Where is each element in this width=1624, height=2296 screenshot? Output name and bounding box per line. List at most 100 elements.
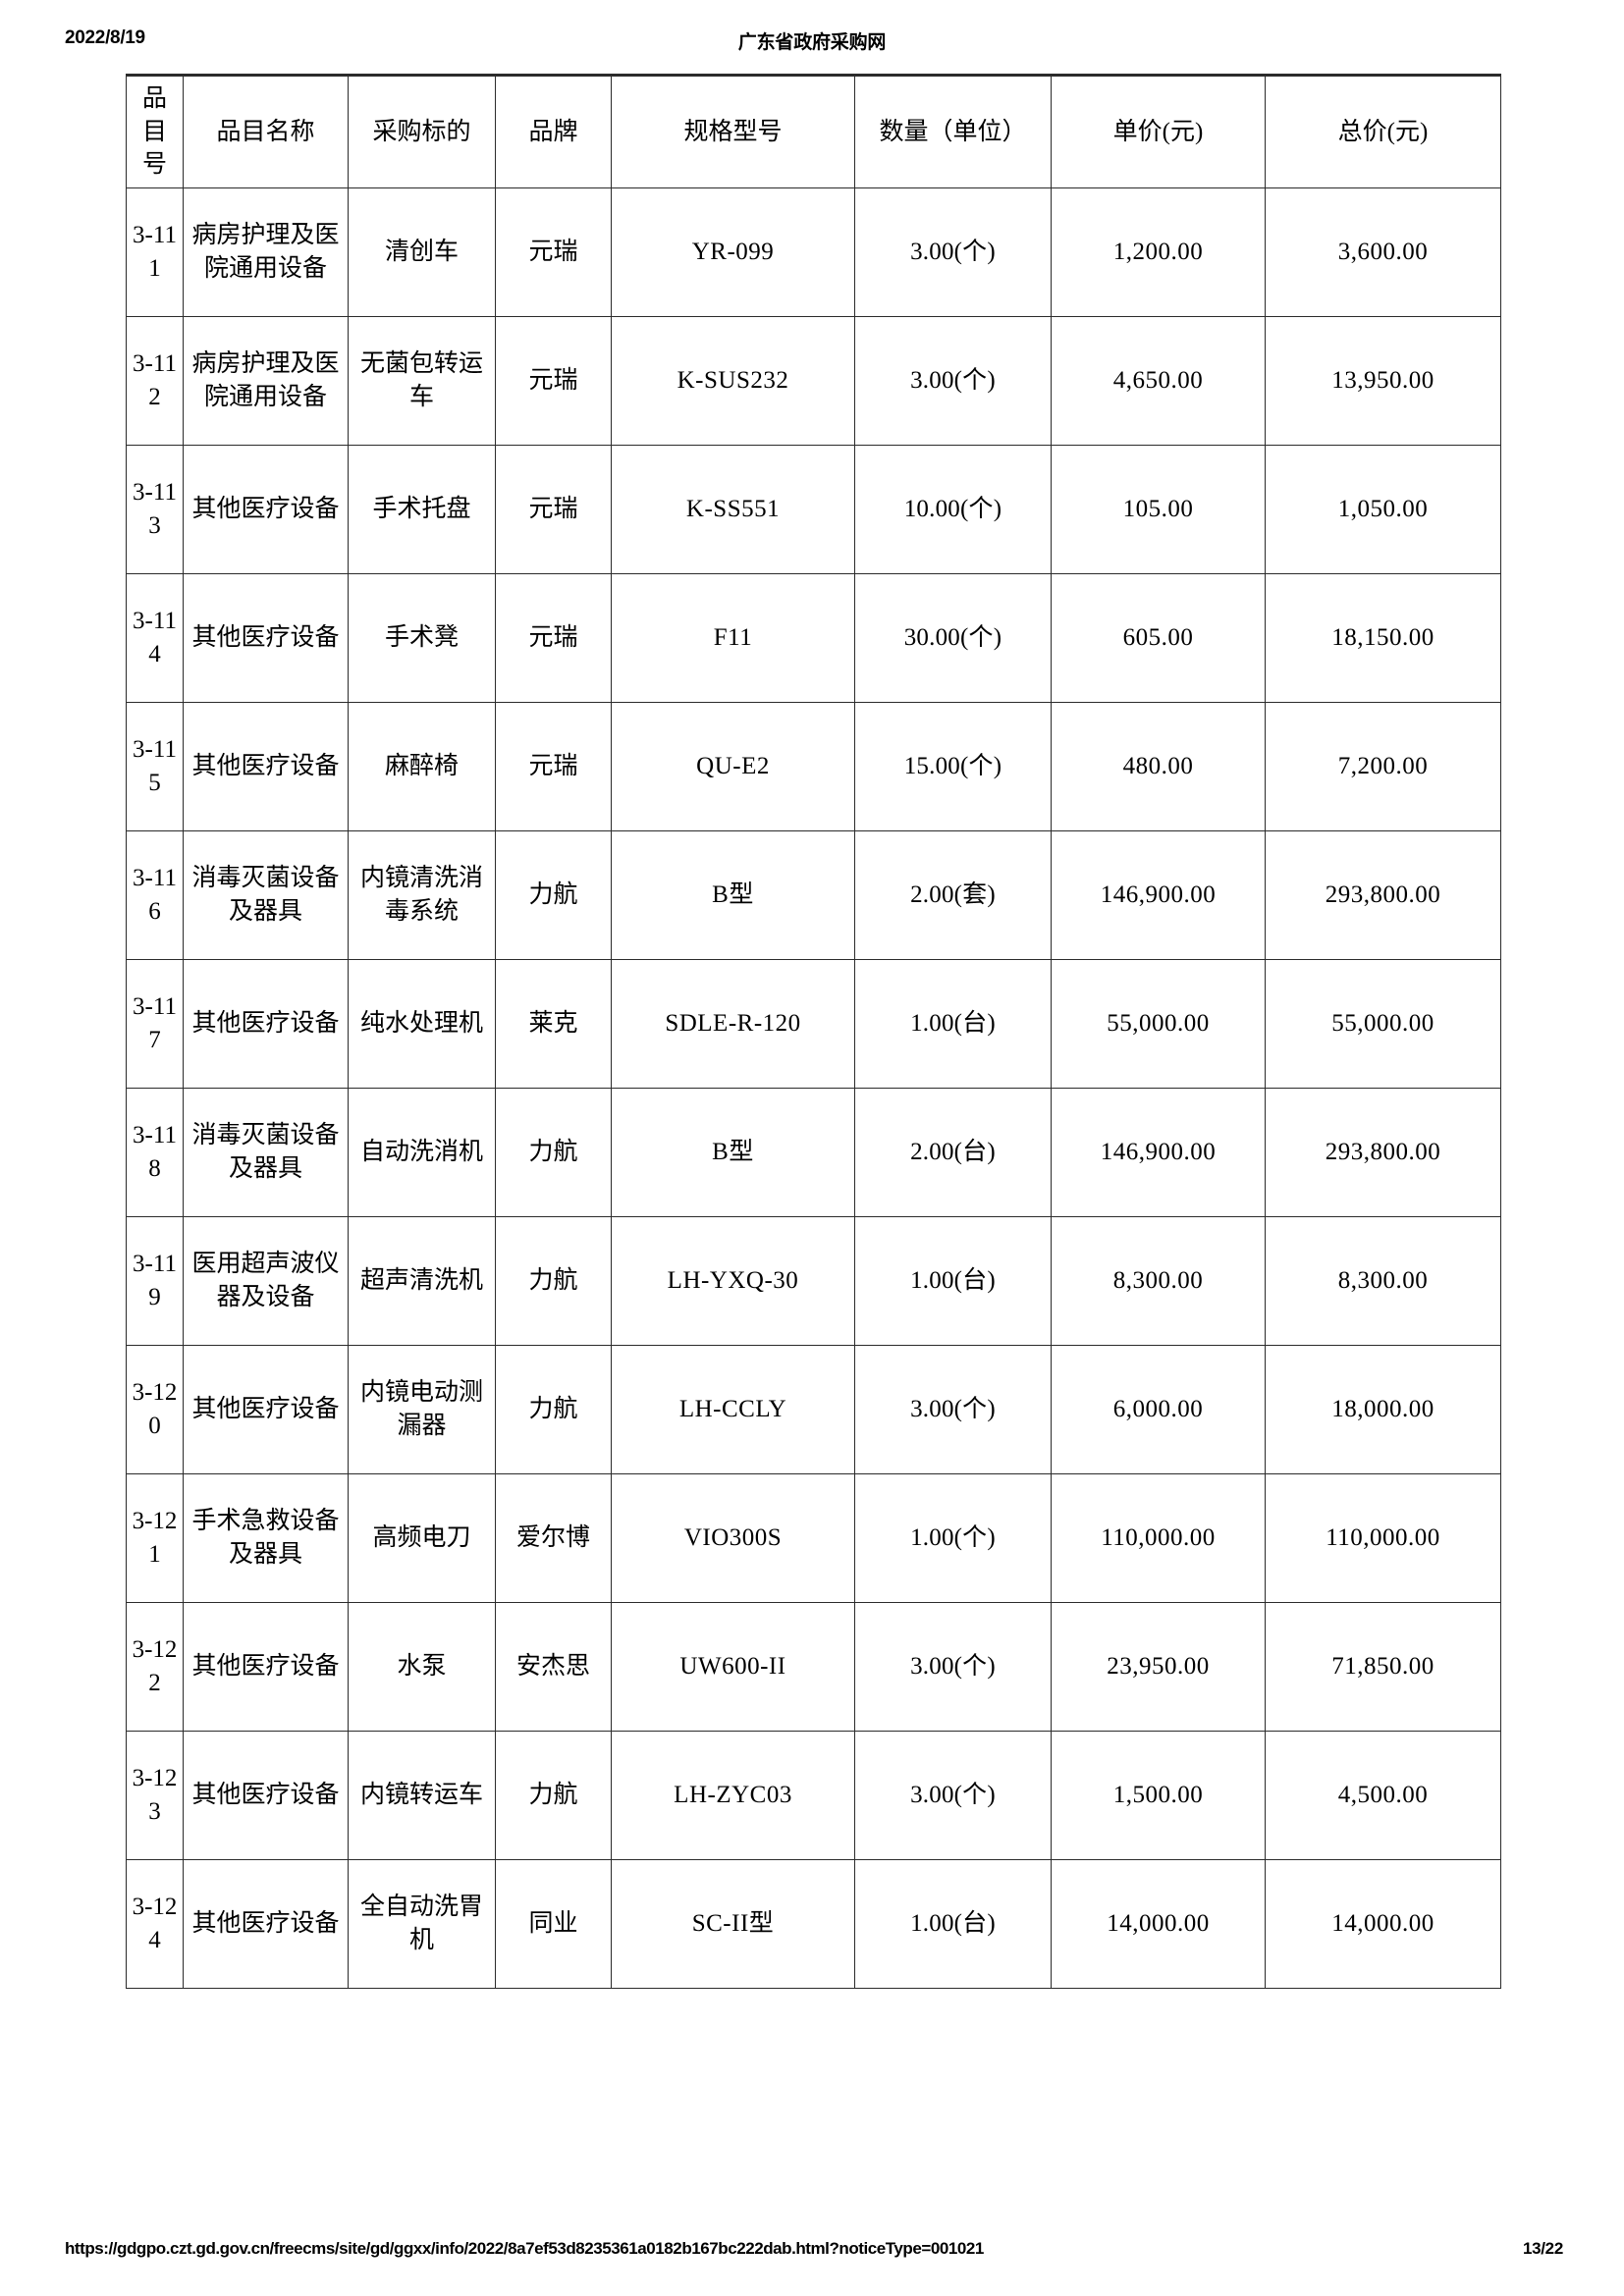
cell-unit-price: 4,650.00 (1051, 315, 1266, 446)
procurement-items-table: 品目号 品目名称 采购标的 品牌 规格型号 数量（单位） 单价(元) 总价(元)… (126, 74, 1501, 1989)
cell-quantity: 1.00(个) (854, 1472, 1052, 1603)
cell-model: B型 (611, 829, 855, 960)
cell-model: F11 (611, 572, 855, 703)
cell-total-price: 18,150.00 (1265, 572, 1501, 703)
cell-target: 全自动洗胃机 (348, 1858, 496, 1989)
cell-target: 超声清洗机 (348, 1215, 496, 1346)
cell-brand: 元瑞 (495, 315, 612, 446)
cell-brand: 力航 (495, 1730, 612, 1860)
print-date: 2022/8/19 (65, 27, 145, 48)
cell-target: 手术托盘 (348, 444, 496, 574)
cell-quantity: 3.00(个) (854, 1730, 1052, 1860)
column-header-total: 总价(元) (1265, 74, 1501, 188)
table-row: 3-118 消毒灭菌设备及器具 自动洗消机 力航 B型 2.00(台) 146,… (126, 1087, 1501, 1217)
cell-item-no: 3-115 (126, 701, 184, 831)
cell-item-no: 3-111 (126, 187, 184, 317)
cell-brand: 莱克 (495, 958, 612, 1089)
cell-item-no: 3-119 (126, 1215, 184, 1346)
cell-category: 其他医疗设备 (183, 444, 349, 574)
table-row: 3-123 其他医疗设备 内镜转运车 力航 LH-ZYC03 3.00(个) 1… (126, 1730, 1501, 1860)
cell-brand: 元瑞 (495, 187, 612, 317)
cell-total-price: 293,800.00 (1265, 1087, 1501, 1217)
cell-category: 消毒灭菌设备及器具 (183, 829, 349, 960)
cell-unit-price: 105.00 (1051, 444, 1266, 574)
site-title: 广东省政府采购网 (737, 32, 887, 53)
cell-target: 麻醉椅 (348, 701, 496, 831)
cell-category: 其他医疗设备 (183, 1601, 349, 1732)
cell-target: 内镜电动测漏器 (348, 1344, 496, 1474)
cell-total-price: 55,000.00 (1265, 958, 1501, 1089)
cell-quantity: 2.00(套) (854, 829, 1052, 960)
cell-quantity: 3.00(个) (854, 1601, 1052, 1732)
cell-unit-price: 23,950.00 (1051, 1601, 1266, 1732)
column-header-target: 采购标的 (348, 74, 496, 188)
cell-brand: 力航 (495, 1215, 612, 1346)
cell-total-price: 13,950.00 (1265, 315, 1501, 446)
cell-category: 医用超声波仪器及设备 (183, 1215, 349, 1346)
cell-target: 内镜转运车 (348, 1730, 496, 1860)
source-url: https://gdgpo.czt.gd.gov.cn/freecms/site… (65, 2239, 984, 2258)
cell-target: 清创车 (348, 187, 496, 317)
cell-item-no: 3-120 (126, 1344, 184, 1474)
cell-total-price: 18,000.00 (1265, 1344, 1501, 1474)
table-header-row: 品目号 品目名称 采购标的 品牌 规格型号 数量（单位） 单价(元) 总价(元) (126, 74, 1501, 188)
cell-quantity: 3.00(个) (854, 187, 1052, 317)
cell-quantity: 3.00(个) (854, 1344, 1052, 1474)
cell-unit-price: 146,900.00 (1051, 1087, 1266, 1217)
cell-category: 病房护理及医院通用设备 (183, 315, 349, 446)
column-header-quantity: 数量（单位） (854, 74, 1052, 188)
cell-model: LH-ZYC03 (611, 1730, 855, 1860)
cell-model: SDLE-R-120 (611, 958, 855, 1089)
cell-quantity: 30.00(个) (854, 572, 1052, 703)
cell-item-no: 3-112 (126, 315, 184, 446)
cell-category: 其他医疗设备 (183, 701, 349, 831)
cell-quantity: 10.00(个) (854, 444, 1052, 574)
cell-unit-price: 6,000.00 (1051, 1344, 1266, 1474)
cell-total-price: 110,000.00 (1265, 1472, 1501, 1603)
cell-brand: 元瑞 (495, 701, 612, 831)
cell-brand: 元瑞 (495, 444, 612, 574)
table-row: 3-112 病房护理及医院通用设备 无菌包转运车 元瑞 K-SUS232 3.0… (126, 315, 1501, 446)
table-row: 3-113 其他医疗设备 手术托盘 元瑞 K-SS551 10.00(个) 10… (126, 444, 1501, 574)
column-header-price: 单价(元) (1051, 74, 1266, 188)
cell-item-no: 3-123 (126, 1730, 184, 1860)
cell-unit-price: 1,500.00 (1051, 1730, 1266, 1860)
table-row: 3-116 消毒灭菌设备及器具 内镜清洗消毒系统 力航 B型 2.00(套) 1… (126, 829, 1501, 960)
cell-item-no: 3-122 (126, 1601, 184, 1732)
column-header-model: 规格型号 (611, 74, 855, 188)
cell-brand: 力航 (495, 1344, 612, 1474)
cell-target: 内镜清洗消毒系统 (348, 829, 496, 960)
cell-brand: 力航 (495, 829, 612, 960)
cell-brand: 爱尔博 (495, 1472, 612, 1603)
cell-target: 无菌包转运车 (348, 315, 496, 446)
cell-category: 其他医疗设备 (183, 958, 349, 1089)
cell-model: LH-CCLY (611, 1344, 855, 1474)
cell-brand: 力航 (495, 1087, 612, 1217)
column-header-brand: 品牌 (495, 74, 612, 188)
cell-model: LH-YXQ-30 (611, 1215, 855, 1346)
table-row: 3-124 其他医疗设备 全自动洗胃机 同业 SC-II型 1.00(台) 14… (126, 1858, 1501, 1989)
column-header-item-no: 品目号 (126, 74, 184, 188)
cell-unit-price: 14,000.00 (1051, 1858, 1266, 1989)
cell-unit-price: 605.00 (1051, 572, 1266, 703)
cell-total-price: 1,050.00 (1265, 444, 1501, 574)
cell-unit-price: 480.00 (1051, 701, 1266, 831)
cell-model: B型 (611, 1087, 855, 1217)
cell-unit-price: 110,000.00 (1051, 1472, 1266, 1603)
cell-model: UW600-II (611, 1601, 855, 1732)
cell-total-price: 293,800.00 (1265, 829, 1501, 960)
cell-item-no: 3-116 (126, 829, 184, 960)
cell-brand: 同业 (495, 1858, 612, 1989)
table-header: 品目号 品目名称 采购标的 品牌 规格型号 数量（单位） 单价(元) 总价(元) (126, 74, 1501, 188)
cell-brand: 元瑞 (495, 572, 612, 703)
cell-quantity: 1.00(台) (854, 1858, 1052, 1989)
cell-model: SC-II型 (611, 1858, 855, 1989)
cell-unit-price: 1,200.00 (1051, 187, 1266, 317)
table-row: 3-121 手术急救设备及器具 高频电刀 爱尔博 VIO300S 1.00(个)… (126, 1472, 1501, 1603)
cell-item-no: 3-113 (126, 444, 184, 574)
cell-model: K-SS551 (611, 444, 855, 574)
procurement-table-wrapper: 品目号 品目名称 采购标的 品牌 规格型号 数量（单位） 单价(元) 总价(元)… (126, 74, 1501, 1989)
page-header: 2022/8/19 广东省政府采购网 (0, 27, 1624, 57)
table-row: 3-111 病房护理及医院通用设备 清创车 元瑞 YR-099 3.00(个) … (126, 187, 1501, 317)
cell-brand: 安杰思 (495, 1601, 612, 1732)
